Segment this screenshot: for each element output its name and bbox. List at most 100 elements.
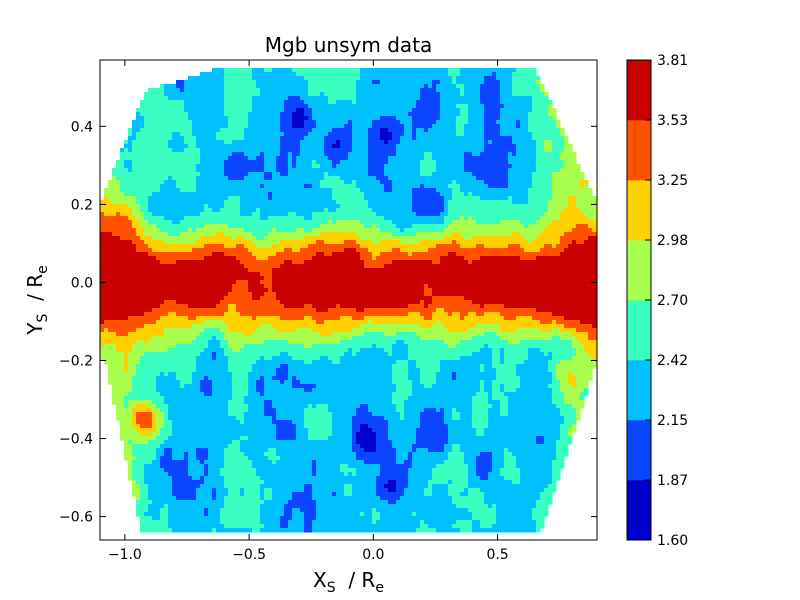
contour-cell [316, 228, 321, 233]
contour-cell [328, 232, 333, 237]
contour-cell [392, 172, 397, 177]
contour-cell [324, 136, 329, 141]
contour-cell [304, 80, 309, 85]
contour-cell [216, 204, 221, 209]
contour-cell [312, 132, 317, 137]
contour-cell [180, 112, 185, 117]
contour-cell [360, 236, 365, 241]
contour-cell [172, 184, 177, 189]
contour-cell [420, 232, 425, 237]
contour-cell [212, 204, 217, 209]
contour-cell [332, 180, 337, 185]
contour-cell [548, 228, 553, 233]
contour-cell [320, 184, 325, 189]
contour-cell [116, 188, 121, 193]
contour-cell [204, 140, 209, 145]
contour-cell [332, 196, 337, 201]
contour-cell [484, 76, 489, 81]
contour-cell [360, 128, 365, 133]
contour-cell [532, 72, 537, 77]
contour-cell [344, 220, 349, 225]
contour-cell [472, 192, 477, 197]
contour-cell [560, 176, 565, 181]
contour-cell [176, 168, 181, 173]
contour-cell [220, 128, 225, 133]
contour-cell [420, 132, 425, 137]
contour-cell [208, 236, 213, 241]
contour-cell [304, 180, 309, 185]
contour-cell [448, 72, 453, 77]
contour-cell [308, 132, 313, 137]
contour-cell [552, 184, 557, 189]
contour-cell [212, 88, 217, 93]
contour-cell [376, 208, 381, 213]
contour-cell [528, 144, 533, 149]
contour-cell [328, 100, 333, 105]
contour-cell [300, 140, 305, 145]
contour-cell [384, 104, 389, 109]
contour-cell [492, 136, 497, 141]
contour-cell [316, 112, 321, 117]
contour-cell [268, 236, 273, 241]
contour-cell [172, 128, 177, 133]
contour-cell [504, 88, 509, 93]
contour-cell [208, 92, 213, 97]
contour-cell [360, 92, 365, 97]
contour-cell [252, 140, 257, 145]
contour-cell [360, 184, 365, 189]
contour-cell [576, 176, 581, 181]
contour-cell [260, 96, 265, 101]
contour-cell [540, 116, 545, 121]
contour-cell [564, 196, 569, 201]
contour-cell [176, 216, 181, 221]
contour-cell [344, 104, 349, 109]
contour-cell [384, 148, 389, 153]
contour-cell [132, 240, 137, 245]
contour-cell [408, 200, 413, 205]
contour-cell [468, 216, 473, 221]
contour-cell [244, 144, 249, 149]
contour-cell [232, 204, 237, 209]
contour-cell [508, 96, 513, 101]
contour-cell [312, 116, 317, 121]
contour-cell [296, 224, 301, 229]
contour-cell [184, 116, 189, 121]
contour-cell [148, 144, 153, 149]
contour-cell [452, 212, 457, 217]
contour-cell [548, 180, 553, 185]
contour-cell [412, 128, 417, 133]
contour-cell [196, 140, 201, 145]
contour-cell [208, 180, 213, 185]
contour-cell [196, 212, 201, 217]
contour-cell [264, 112, 269, 117]
contour-cell [220, 224, 225, 229]
contour-cell [532, 128, 537, 133]
contour-cell [396, 80, 401, 85]
contour-cell [512, 164, 517, 169]
contour-cell [292, 200, 297, 205]
contour-cell [456, 148, 461, 153]
contour-cell [136, 188, 141, 193]
contour-cell [184, 232, 189, 237]
contour-cell [532, 232, 537, 237]
contour-cell [116, 196, 121, 201]
contour-cell [320, 96, 325, 101]
contour-cell [588, 200, 593, 205]
contour-cell [392, 224, 397, 229]
contour-cell [152, 184, 157, 189]
contour-cell [520, 212, 525, 217]
contour-cell [544, 224, 549, 229]
contour-cell [328, 244, 333, 249]
contour-cell [172, 108, 177, 113]
contour-cell [568, 180, 573, 185]
contour-cell [392, 144, 397, 149]
contour-cell [256, 112, 261, 117]
contour-cell [444, 104, 449, 109]
contour-cell [348, 240, 353, 245]
contour-cell [324, 188, 329, 193]
contour-cell [164, 184, 169, 189]
contour-cell [264, 204, 269, 209]
contour-cell [232, 208, 237, 213]
contour-cell [120, 216, 125, 221]
contour-cell [380, 196, 385, 201]
